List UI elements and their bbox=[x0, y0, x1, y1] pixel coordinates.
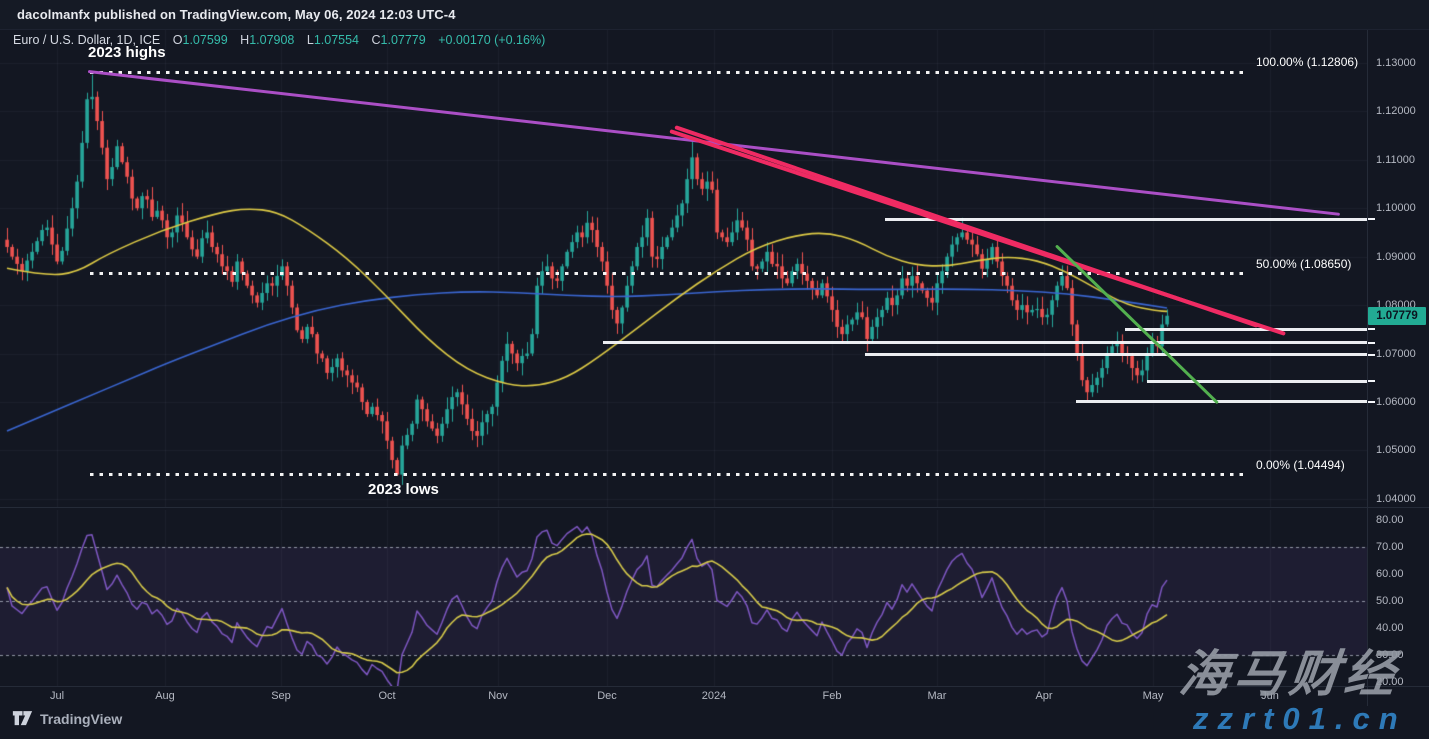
ohlc-low-label: L bbox=[306, 33, 314, 47]
fib-100-line[interactable] bbox=[90, 70, 1243, 74]
panel-divider[interactable] bbox=[0, 507, 1429, 508]
price-tick-1.11000: 1.11000 bbox=[1376, 153, 1415, 166]
rsi-tick-60.00: 60.00 bbox=[1376, 567, 1404, 580]
footer-brand-row: TradingView bbox=[12, 710, 122, 727]
price-chart-canvas[interactable] bbox=[0, 30, 1367, 508]
resistance-line-1-0977[interactable] bbox=[885, 217, 1367, 221]
time-tick-Feb: Feb bbox=[822, 690, 842, 702]
time-tick-Jun: Jun bbox=[1261, 690, 1279, 702]
ohlc-close-value: 1.07779 bbox=[380, 33, 426, 47]
tradingview-brand-text[interactable]: TradingView bbox=[40, 710, 123, 727]
rsi-tick-20.00: 20.00 bbox=[1376, 675, 1404, 688]
last-price-badge: 1.07779 bbox=[1368, 306, 1426, 325]
support-line-1-0722[interactable] bbox=[603, 341, 1367, 345]
price-tick-1.05000: 1.05000 bbox=[1376, 444, 1416, 457]
price-tick-1.07000: 1.07000 bbox=[1376, 347, 1416, 360]
annotation-2023-highs[interactable]: 2023 highs bbox=[88, 44, 166, 61]
ohlc-low-value: 1.07554 bbox=[313, 33, 360, 47]
time-tick-Mar: Mar bbox=[927, 690, 947, 702]
rsi-tick-70.00: 70.00 bbox=[1376, 540, 1404, 553]
rsi-panel-canvas[interactable] bbox=[0, 510, 1367, 686]
ohlc-open-value: 1.07599 bbox=[182, 33, 228, 47]
time-tick-2024: 2024 bbox=[701, 690, 727, 702]
time-tick-Sep: Sep bbox=[271, 690, 291, 702]
resistance-line-1-0750-axis-tick bbox=[1368, 328, 1375, 331]
resistance-line-1-0750[interactable] bbox=[1125, 327, 1367, 331]
price-tick-1.12000: 1.12000 bbox=[1376, 105, 1416, 118]
price-tick-1.06000: 1.06000 bbox=[1376, 395, 1416, 408]
price-tick-1.04000: 1.04000 bbox=[1376, 492, 1416, 505]
support-line-1-0697-axis-tick bbox=[1368, 353, 1375, 356]
time-axis-divider bbox=[0, 686, 1429, 687]
price-axis-border bbox=[1367, 30, 1368, 706]
watermark-cjk-text: 海马财经 bbox=[1176, 646, 1403, 702]
ohlc-high-value: 1.07908 bbox=[249, 33, 295, 47]
support-line-1-0643[interactable] bbox=[1147, 379, 1367, 383]
rsi-tick-80.00: 80.00 bbox=[1376, 513, 1404, 526]
support-line-1-0722-axis-tick bbox=[1368, 341, 1375, 344]
support-line-1-0600[interactable] bbox=[1076, 400, 1367, 404]
time-tick-Oct: Oct bbox=[378, 690, 396, 702]
support-line-1-0697[interactable] bbox=[865, 353, 1367, 357]
support-line-1-0643-axis-tick bbox=[1368, 380, 1375, 383]
rsi-tick-40.00: 40.00 bbox=[1376, 621, 1404, 634]
price-change: +0.00170 (+0.16%) bbox=[438, 33, 546, 47]
tradingview-logo-icon[interactable] bbox=[12, 710, 33, 727]
resistance-line-1-0977-axis-tick bbox=[1368, 218, 1375, 221]
ohlc-close-label: C bbox=[371, 33, 381, 47]
publish-text: dacolmanfx published on TradingView.com,… bbox=[17, 7, 456, 22]
ohlc-open-label: O bbox=[172, 33, 183, 47]
fib-50-line-label: 50.00% (1.08650) bbox=[1256, 256, 1352, 271]
time-tick-Nov: Nov bbox=[488, 690, 508, 702]
symbol-title[interactable]: Euro / U.S. Dollar, 1D, ICE bbox=[13, 33, 161, 47]
fib-50-line[interactable] bbox=[90, 272, 1243, 276]
annotation-2023-lows[interactable]: 2023 lows bbox=[368, 481, 439, 498]
publish-bar: dacolmanfx published on TradingView.com,… bbox=[0, 0, 1429, 30]
time-tick-Apr: Apr bbox=[1035, 690, 1053, 702]
price-tick-1.09000: 1.09000 bbox=[1376, 250, 1416, 263]
time-tick-May: May bbox=[1142, 690, 1164, 702]
ohlc-high-label: H bbox=[240, 33, 250, 47]
price-tick-1.13000: 1.13000 bbox=[1376, 56, 1416, 69]
fib-0-line-label: 0.00% (1.04494) bbox=[1256, 457, 1345, 472]
time-tick-Jul: Jul bbox=[49, 690, 65, 702]
fib-100-line-label: 100.00% (1.12806) bbox=[1256, 55, 1359, 70]
symbol-info-bar: Euro / U.S. Dollar, 1D, ICE O1.07599 H1.… bbox=[13, 33, 545, 49]
support-line-1-0600-axis-tick bbox=[1368, 400, 1375, 403]
time-tick-Dec: Dec bbox=[597, 690, 617, 702]
fib-0-line[interactable] bbox=[90, 473, 1243, 477]
rsi-tick-30.00: 30.00 bbox=[1376, 648, 1404, 661]
time-tick-Aug: Aug bbox=[155, 690, 175, 702]
watermark-domain-text: zzrt01.cn bbox=[1193, 701, 1407, 736]
price-tick-1.10000: 1.10000 bbox=[1376, 202, 1416, 215]
rsi-tick-50.00: 50.00 bbox=[1376, 594, 1404, 607]
